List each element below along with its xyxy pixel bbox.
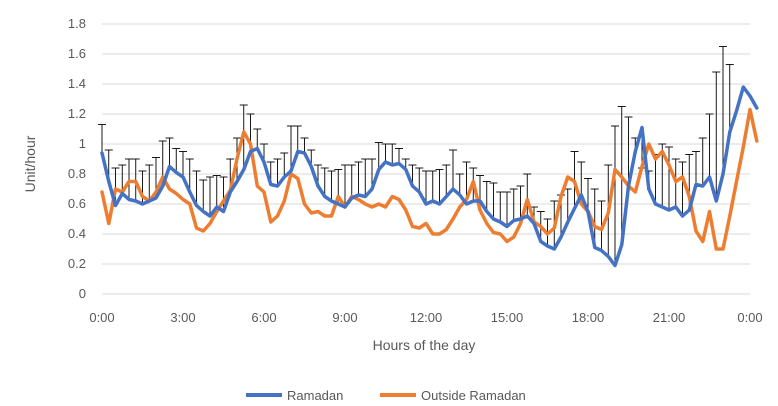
series-line-ramadan <box>100 85 759 268</box>
legend-label-ramadan: Ramadan <box>287 388 343 403</box>
error-bar <box>428 170 437 201</box>
error-bar <box>300 137 309 153</box>
error-bar <box>503 191 511 227</box>
error-bar <box>179 151 187 177</box>
error-bar <box>199 179 208 212</box>
y-tick-label: 0.2 <box>68 256 86 271</box>
error-bar <box>725 64 734 132</box>
error-bar <box>374 142 383 170</box>
error-bar <box>624 116 633 186</box>
x-tick-label: 9:00 <box>332 310 357 325</box>
error-bar <box>118 164 127 194</box>
y-tick-label: 0.8 <box>68 166 86 181</box>
error-bar <box>273 158 282 186</box>
error-bar <box>442 164 451 197</box>
error-bar <box>455 173 464 195</box>
error-bar <box>145 164 154 201</box>
error-bar <box>388 143 397 165</box>
y-axis-ticks: 0 0.2 0.4 0.6 0.8 1 1.2 1.4 1.6 1.8 <box>68 16 86 301</box>
error-bar <box>422 170 430 204</box>
x-tick-label: 18:00 <box>572 310 605 325</box>
error-bar <box>165 137 174 167</box>
y-tick-label: 0.6 <box>68 196 86 211</box>
error-bar <box>449 149 457 189</box>
error-bar <box>347 164 356 198</box>
y-tick-label: 1.6 <box>68 46 86 61</box>
error-bar <box>354 161 363 195</box>
error-bar <box>496 191 505 222</box>
x-tick-label: 0:00 <box>89 310 114 325</box>
x-axis-title: Hours of the day <box>373 337 476 353</box>
y-tick-label: 1 <box>79 136 86 151</box>
error-bar <box>125 158 133 200</box>
y-tick-label: 0.4 <box>68 226 86 241</box>
error-bar <box>698 137 707 186</box>
x-tick-label: 3:00 <box>170 310 195 325</box>
legend: Ramadan Outside Ramadan <box>246 388 526 403</box>
error-bar <box>584 178 592 212</box>
error-bar <box>692 151 700 185</box>
series-lines <box>100 85 759 268</box>
error-bar <box>435 169 444 204</box>
error-bar <box>253 128 262 149</box>
error-bar <box>192 170 201 206</box>
error-bar <box>219 176 228 212</box>
y-tick-label: 0 <box>79 286 86 301</box>
error-bar <box>206 176 214 216</box>
error-bar <box>509 188 518 221</box>
error-bar <box>172 148 181 173</box>
error-bar <box>320 167 329 197</box>
x-tick-label: 6:00 <box>251 310 276 325</box>
error-bar <box>482 181 491 212</box>
error-bar <box>665 146 673 210</box>
error-bar <box>395 148 403 164</box>
error-bar <box>361 158 370 197</box>
error-bar <box>712 71 721 201</box>
error-bar <box>611 125 619 266</box>
error-bar <box>287 125 295 171</box>
x-axis-ticks: 0:00 3:00 6:00 9:00 12:00 15:00 18:00 21:00 0:00 <box>89 310 762 325</box>
error-bar <box>523 173 532 216</box>
error-bar <box>705 113 714 177</box>
error-bar <box>516 185 525 219</box>
error-bar <box>212 175 221 207</box>
y-tick-label: 1.2 <box>68 106 86 121</box>
x-tick-label: 21:00 <box>653 310 686 325</box>
x-tick-label: 0:00 <box>737 310 762 325</box>
error-bar <box>293 125 302 152</box>
error-bar <box>280 152 289 177</box>
error-bar <box>476 175 484 201</box>
error-bar <box>415 167 424 192</box>
error-bar <box>489 182 498 219</box>
error-bar <box>381 143 390 162</box>
error-bar <box>577 161 586 195</box>
x-tick-label: 12:00 <box>410 310 443 325</box>
y-tick-label: 1.8 <box>68 16 86 31</box>
legend-label-outside-ramadan: Outside Ramadan <box>421 388 526 403</box>
series-line-outside-ramadan <box>100 107 759 251</box>
error-bar <box>590 188 599 248</box>
y-tick-label: 1.4 <box>68 76 86 91</box>
error-bar <box>678 161 687 216</box>
error-bar <box>341 164 349 207</box>
error-bar <box>98 124 106 153</box>
gridlines <box>102 23 750 295</box>
error-bar <box>327 170 336 201</box>
error-bar <box>719 46 727 174</box>
error-bar <box>185 158 194 192</box>
error-bars <box>98 46 734 266</box>
y-axis-title: Unit/hour <box>22 135 38 192</box>
x-tick-label: 15:00 <box>491 310 524 325</box>
